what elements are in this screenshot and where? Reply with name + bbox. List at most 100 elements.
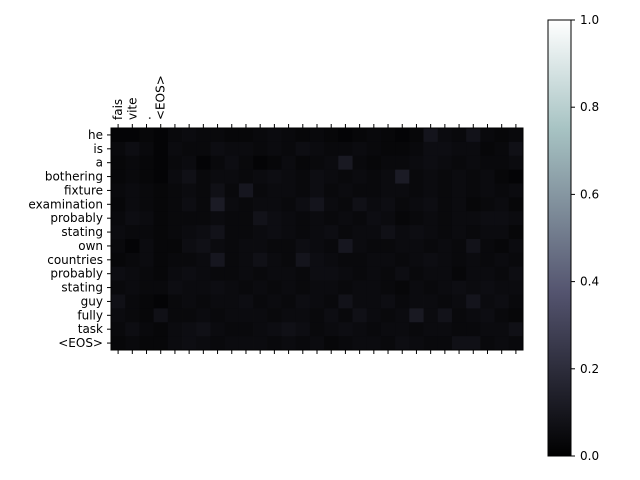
heatmap-cell bbox=[380, 239, 396, 254]
heatmap-cell bbox=[111, 211, 126, 226]
heatmap-cell bbox=[451, 336, 467, 351]
heatmap-cell bbox=[238, 266, 254, 282]
heatmap-cell bbox=[182, 183, 197, 198]
heatmap-cell bbox=[451, 322, 467, 337]
heatmap-cell bbox=[366, 266, 382, 282]
heatmap-cell bbox=[253, 336, 268, 351]
heatmap-cell bbox=[352, 183, 368, 198]
heatmap-cell bbox=[423, 308, 439, 323]
y-tick-label: a bbox=[96, 156, 103, 170]
heatmap-cell bbox=[409, 128, 424, 143]
heatmap-cell bbox=[153, 211, 169, 226]
heatmap-cell bbox=[153, 336, 169, 351]
heatmap-cell bbox=[338, 225, 353, 240]
heatmap-cell bbox=[352, 225, 368, 240]
heatmap-cell bbox=[238, 308, 254, 323]
heatmap-cell bbox=[309, 308, 325, 323]
heatmap-cell bbox=[494, 183, 510, 198]
heatmap-cell bbox=[494, 141, 510, 157]
heatmap-cell bbox=[196, 141, 211, 157]
heatmap-cell bbox=[437, 211, 453, 226]
y-tick-label: probably bbox=[50, 211, 103, 225]
heatmap-cell bbox=[508, 336, 524, 351]
heatmap-cell bbox=[324, 280, 339, 295]
heatmap-cell bbox=[281, 169, 297, 184]
heatmap-cell bbox=[508, 155, 524, 171]
heatmap-cell bbox=[309, 155, 325, 171]
heatmap-cell bbox=[324, 128, 339, 143]
heatmap-cell bbox=[508, 128, 524, 143]
heatmap-cell bbox=[139, 322, 155, 337]
heatmap-cell bbox=[253, 322, 268, 337]
heatmap-cell bbox=[267, 128, 282, 143]
heatmap-cell bbox=[167, 239, 183, 254]
heatmap-cell bbox=[295, 252, 311, 268]
heatmap-cell bbox=[451, 155, 467, 171]
heatmap-cell bbox=[380, 197, 396, 212]
heatmap-cell bbox=[125, 211, 140, 226]
heatmap-cell bbox=[139, 336, 155, 351]
heatmap-cell bbox=[451, 169, 467, 184]
heatmap-cell bbox=[352, 294, 368, 309]
heatmap-cell bbox=[167, 183, 183, 198]
heatmap-cell bbox=[380, 155, 396, 171]
heatmap-cell bbox=[494, 239, 510, 254]
heatmap-cell bbox=[153, 266, 169, 282]
heatmap-cell bbox=[380, 280, 396, 295]
heatmap-cell bbox=[324, 308, 339, 323]
heatmap-cell bbox=[182, 294, 197, 309]
heatmap-cell bbox=[125, 308, 140, 323]
heatmap-cell bbox=[423, 280, 439, 295]
heatmap-cell bbox=[267, 169, 282, 184]
heatmap-cell bbox=[167, 252, 183, 268]
heatmap-cell bbox=[295, 155, 311, 171]
heatmap-cell bbox=[366, 294, 382, 309]
colorbar-tick-label: 0.2 bbox=[580, 362, 599, 376]
heatmap-cell bbox=[224, 128, 240, 143]
heatmap-cell bbox=[267, 336, 282, 351]
heatmap-cell bbox=[210, 280, 226, 295]
heatmap-cell bbox=[466, 336, 481, 351]
heatmap-cell bbox=[451, 211, 467, 226]
y-tick-label: bothering bbox=[45, 170, 103, 184]
heatmap-cell bbox=[466, 239, 481, 254]
heatmap-cell bbox=[451, 225, 467, 240]
heatmap-cell bbox=[366, 155, 382, 171]
colorbar-ticks: 0.0 0.2 0.4 0.6 0.8 1.0 bbox=[571, 13, 599, 463]
x-tick-label: <EOS> bbox=[154, 75, 168, 120]
heatmap-cell bbox=[352, 336, 368, 351]
heatmap-cell bbox=[267, 155, 282, 171]
heatmap-cell bbox=[409, 169, 424, 184]
heatmap-cell bbox=[494, 211, 510, 226]
heatmap-cell bbox=[253, 128, 268, 143]
heatmap-cell bbox=[111, 336, 126, 351]
heatmap-cell bbox=[139, 225, 155, 240]
heatmap-cell bbox=[352, 252, 368, 268]
heatmap-cell bbox=[125, 266, 140, 282]
heatmap-cell bbox=[111, 322, 126, 337]
heatmap-cell bbox=[182, 336, 197, 351]
heatmap-cell bbox=[295, 266, 311, 282]
heatmap-cell bbox=[295, 169, 311, 184]
x-axis-ticks: fais vite. <EOS> bbox=[111, 75, 517, 354]
heatmap-cell bbox=[309, 322, 325, 337]
heatmap-cell bbox=[395, 197, 410, 212]
heatmap-cell bbox=[409, 336, 424, 351]
heatmap-cell bbox=[224, 225, 240, 240]
heatmap-cell bbox=[508, 197, 524, 212]
heatmap-cell bbox=[508, 294, 524, 309]
heatmap-cell bbox=[338, 197, 353, 212]
heatmap-cell bbox=[295, 239, 311, 254]
heatmap-cell bbox=[409, 155, 424, 171]
heatmap-cell bbox=[238, 280, 254, 295]
heatmap-cell bbox=[508, 252, 524, 268]
heatmap-cell bbox=[395, 183, 410, 198]
heatmap-cell bbox=[125, 322, 140, 337]
heatmap-cell bbox=[437, 225, 453, 240]
heatmap-cell bbox=[238, 336, 254, 351]
heatmap-cell bbox=[253, 239, 268, 254]
heatmap-cell bbox=[380, 308, 396, 323]
heatmap-cell bbox=[238, 239, 254, 254]
heatmap-cell bbox=[125, 252, 140, 268]
heatmap-cell bbox=[494, 225, 510, 240]
